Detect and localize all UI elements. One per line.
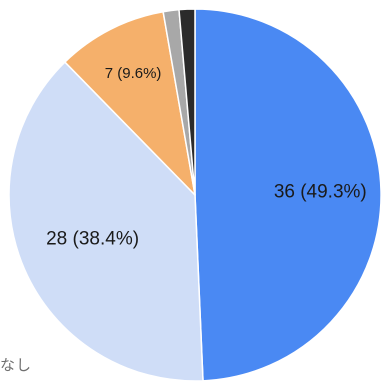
pie-slice-label-2: 28 (38.4%) bbox=[46, 228, 139, 249]
pie-slices bbox=[8, 8, 382, 382]
legend-label-fragment: なし bbox=[0, 356, 33, 374]
pie-slice-label-1: 36 (49.3%) bbox=[274, 182, 367, 203]
pie-slice-2 bbox=[8, 61, 204, 382]
pie-slice-1 bbox=[194, 8, 382, 382]
pie-slice-label-3: 7 (9.6%) bbox=[105, 65, 162, 82]
pie-labels: 36 (49.3%) 28 (38.4%) 7 (9.6%) bbox=[46, 65, 367, 249]
pie-slice-3 bbox=[64, 11, 196, 196]
pie-slice-5 bbox=[178, 8, 196, 196]
